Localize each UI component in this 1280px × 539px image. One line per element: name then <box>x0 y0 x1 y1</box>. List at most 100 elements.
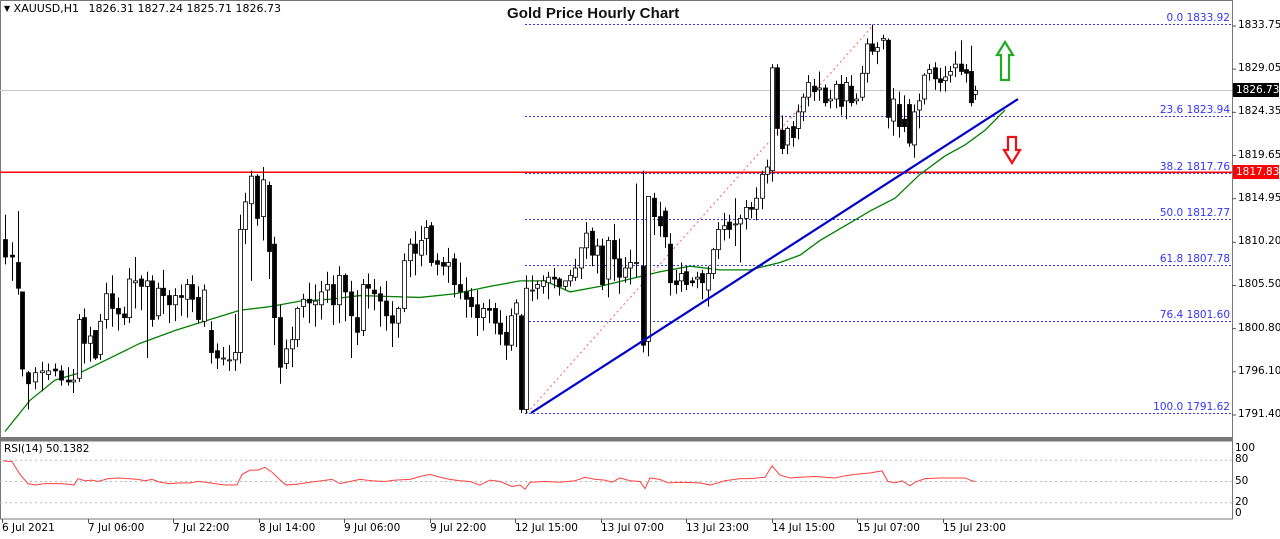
bearish-candle <box>668 243 673 284</box>
bearish-candle <box>557 278 562 287</box>
bearish-candle <box>552 276 557 280</box>
bearish-candle <box>493 308 498 324</box>
bearish-candle <box>823 87 828 104</box>
bullish-candle <box>98 320 103 355</box>
bearish-candle <box>82 317 87 344</box>
bullish-candle <box>646 195 651 342</box>
bullish-candle <box>243 201 248 230</box>
bearish-candle <box>190 284 195 300</box>
price-tick-label: 1824.35 <box>1238 105 1280 118</box>
bullish-candle <box>738 218 743 225</box>
bullish-candle <box>606 240 611 280</box>
bullish-candle <box>744 207 749 219</box>
bearish-candle <box>441 262 446 267</box>
bullish-candle <box>865 43 870 74</box>
bullish-candle <box>623 267 628 278</box>
price-tick-label: 1791.40 <box>1238 407 1280 420</box>
bullish-candle <box>628 262 633 269</box>
bullish-candle <box>313 300 318 306</box>
bearish-candle <box>16 262 21 289</box>
chart-header: ▼ XAUUSD,H1 1826.31 1827.24 1825.71 1826… <box>4 2 281 15</box>
bearish-candle <box>167 295 172 306</box>
bullish-trend-line <box>530 98 1019 414</box>
rsi-tick-label: 100 <box>1235 442 1256 454</box>
bearish-candle <box>343 274 348 293</box>
bullish-candle <box>408 243 413 262</box>
rsi-tick-label: 0 <box>1235 507 1242 519</box>
bearish-candle <box>969 71 974 104</box>
bearish-candle <box>429 225 434 263</box>
bullish-candle <box>806 82 811 98</box>
price-tick-label: 1796.10 <box>1238 364 1280 377</box>
bearish-candle <box>413 243 418 254</box>
bearish-candle <box>122 313 127 319</box>
bearish-candle <box>617 258 622 278</box>
ohlc-values: 1826.31 1827.24 1825.71 1826.73 <box>88 2 281 15</box>
rsi-line <box>2 460 976 491</box>
time-tick-label: 6 Jul 2021 <box>2 522 55 534</box>
main-pane-border <box>0 0 1233 438</box>
bearish-candle <box>498 322 503 335</box>
bullish-candle <box>579 247 584 269</box>
time-tick-label: 13 Jul 07:00 <box>601 522 664 534</box>
bearish-candle <box>933 67 938 80</box>
bullish-candle <box>834 83 839 100</box>
bullish-candle <box>546 276 551 284</box>
fib-level-label: 76.4 1801.60 <box>1159 308 1230 321</box>
bullish-candle <box>233 352 238 361</box>
bullish-candle <box>801 96 806 113</box>
bearish-candle <box>897 104 902 127</box>
time-tick-label: 7 Jul 06:00 <box>88 522 145 534</box>
time-tick-label: 8 Jul 14:00 <box>259 522 316 534</box>
bullish-candle <box>446 262 451 267</box>
bullish-candle <box>514 302 519 315</box>
bearish-candle <box>780 129 785 150</box>
symbol-dropdown-icon[interactable]: ▼ <box>4 4 11 13</box>
bearish-candle <box>674 280 679 285</box>
bullish-candle <box>711 249 716 274</box>
bearish-candle <box>487 308 492 311</box>
bearish-candle <box>907 104 912 144</box>
bearish-candle <box>938 78 943 83</box>
bullish-candle <box>796 111 801 129</box>
bullish-candle <box>785 128 790 146</box>
bearish-candle <box>20 291 25 370</box>
bearish-candle <box>179 295 184 298</box>
bearish-candle <box>886 39 891 118</box>
bearish-candle <box>464 291 469 300</box>
bullish-candle <box>133 280 138 284</box>
bearish-candle <box>519 315 524 410</box>
fib-level-label: 50.0 1812.77 <box>1159 206 1230 219</box>
price-tick-label: 1819.65 <box>1238 148 1280 161</box>
fib-level-label: 0.0 1833.92 <box>1166 11 1230 24</box>
bullish-candle <box>881 37 886 41</box>
bearish-candle <box>66 379 71 383</box>
bearish-candle <box>209 330 214 353</box>
bullish-candle <box>509 315 514 346</box>
bullish-candle <box>584 232 589 249</box>
bearish-candle <box>452 258 457 285</box>
bearish-candle <box>469 297 474 308</box>
bearish-candle <box>331 284 336 306</box>
bearish-candle <box>378 293 383 302</box>
price-tick-label: 1810.20 <box>1238 235 1280 248</box>
bullish-candle <box>424 227 429 240</box>
time-tick-label: 7 Jul 22:00 <box>173 522 230 534</box>
bearish-candle <box>791 126 796 138</box>
bullish-candle <box>104 293 109 320</box>
symbol-label: XAUUSD,H1 <box>13 2 80 15</box>
bullish-candle <box>535 284 540 289</box>
bullish-candle <box>227 359 232 362</box>
bearish-candle <box>267 184 272 252</box>
bearish-candle <box>53 368 58 372</box>
bullish-candle <box>706 273 711 291</box>
rsi-tick-label: 20 <box>1235 495 1249 508</box>
bearish-candle <box>307 298 312 304</box>
moving-average-line <box>4 109 1006 432</box>
fib-diagonal-line <box>526 24 875 414</box>
fib-level-label: 100.0 1791.62 <box>1153 400 1230 413</box>
bullish-candle <box>634 262 639 264</box>
bearish-candle <box>902 118 907 127</box>
